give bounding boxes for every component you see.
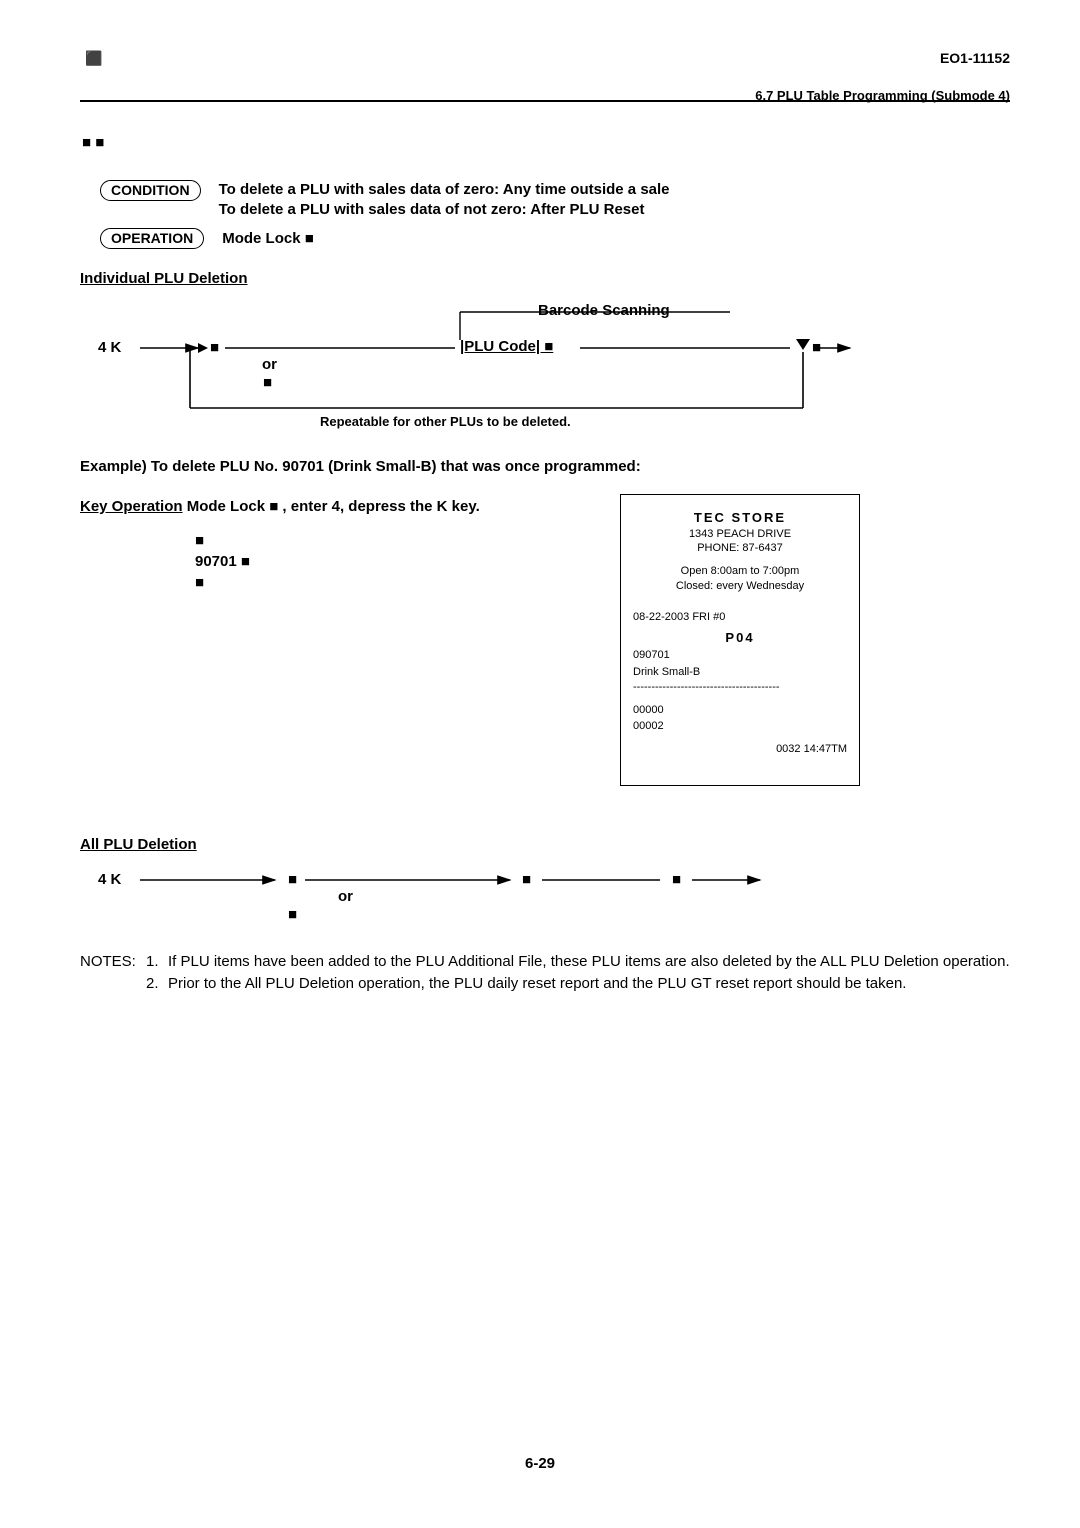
notes-label-spacer (80, 974, 146, 994)
d2-end: ■ (672, 871, 681, 888)
header-rule (80, 100, 1010, 102)
receipt: TEC STORE 1343 PEACH DRIVE PHONE: 87-643… (620, 494, 860, 786)
receipt-addr2: PHONE: 87-6437 (633, 541, 847, 556)
d2-mark2: ■ (288, 906, 297, 923)
operation-text: Mode Lock ■ (222, 230, 314, 247)
note2-num: 2. (146, 974, 168, 994)
condition-text: To delete a PLU with sales data of zero:… (219, 180, 670, 219)
diagram2-svg (80, 860, 900, 930)
header-doc-id: EO1-11152 (755, 50, 1010, 66)
diagram-individual: Barcode Scanning 4 K ■ or ■ |PLU Code| ■… (80, 300, 930, 440)
diagram-all: 4 K ■ or ■ ■ ■ (80, 860, 900, 930)
ex-line3: ■ (195, 572, 250, 593)
d2-mark1: ■ (288, 871, 297, 888)
d2-or: or (338, 888, 353, 905)
d1-4k: 4 K (98, 339, 121, 356)
keyop-text: Mode Lock ■ , enter 4, depress the K key… (183, 498, 480, 515)
receipt-z2: 00002 (633, 719, 847, 734)
note1-text: If PLU items have been added to the PLU … (168, 952, 1020, 972)
d1-repeat: Repeatable for other PLUs to be deleted. (320, 414, 571, 429)
operation-row: OPERATION Mode Lock ■ (100, 228, 314, 249)
section-marker: ■ ■ (82, 134, 104, 151)
receipt-date: 08-22-2003 FRI #0 (633, 610, 847, 625)
condition-line2: To delete a PLU with sales data of not z… (219, 200, 670, 220)
receipt-item: Drink Small-B (633, 665, 847, 680)
corner-mark-left: ⬛ (85, 50, 102, 66)
ex-line2: 90701 ■ (195, 551, 250, 572)
d1-end: ■ (812, 339, 821, 356)
keyop-label: Key Operation (80, 498, 183, 515)
receipt-addr1: 1343 PEACH DRIVE (633, 527, 847, 542)
note2-text: Prior to the All PLU Deletion operation,… (168, 974, 1020, 994)
receipt-store: TEC STORE (633, 509, 847, 527)
receipt-dashes: ---------------------------------------- (633, 680, 847, 695)
receipt-foot: 0032 14:47TM (633, 742, 847, 757)
receipt-z1: 00000 (633, 703, 847, 717)
d1-or: or (262, 356, 277, 373)
individual-heading: Individual PLU Deletion (80, 270, 248, 287)
page: ⬛ EO1-11152 6.7 PLU Table Programming (S… (0, 0, 1080, 1528)
d1-mark1: ■ (210, 339, 219, 356)
header-right: EO1-11152 6.7 PLU Table Programming (Sub… (755, 50, 1010, 103)
condition-line1: To delete a PLU with sales data of zero:… (219, 180, 670, 200)
example-title: Example) To delete PLU No. 90701 (Drink … (80, 458, 641, 475)
notes-label: NOTES: (80, 952, 146, 972)
note2: 2. Prior to the All PLU Deletion operati… (80, 974, 1020, 994)
d2-4k: 4 K (98, 871, 121, 888)
condition-row: CONDITION To delete a PLU with sales dat… (100, 180, 1000, 219)
d2-mark3: ■ (522, 871, 531, 888)
note1-num: 1. (146, 952, 168, 972)
barcode-label: Barcode Scanning (538, 302, 670, 319)
d1-mark2: ■ (263, 374, 272, 391)
all-deletion-heading: All PLU Deletion (80, 836, 197, 853)
condition-pill: CONDITION (100, 180, 201, 201)
note1: NOTES: 1. If PLU items have been added t… (80, 952, 1020, 972)
ex-line1: ■ (195, 530, 250, 551)
keyop-line: Key Operation Mode Lock ■ , enter 4, dep… (80, 498, 480, 515)
receipt-hours1: Open 8:00am to 7:00pm (633, 564, 847, 579)
receipt-hours2: Closed: every Wednesday (633, 579, 847, 594)
notes: NOTES: 1. If PLU items have been added t… (80, 950, 1020, 995)
receipt-mode: P04 (633, 629, 847, 647)
d1-plu: |PLU Code| ■ (460, 338, 553, 355)
page-number: 6-29 (0, 1455, 1080, 1472)
example-steps: ■ 90701 ■ ■ (195, 530, 250, 593)
receipt-code: 090701 (633, 648, 847, 663)
operation-pill: OPERATION (100, 228, 204, 249)
